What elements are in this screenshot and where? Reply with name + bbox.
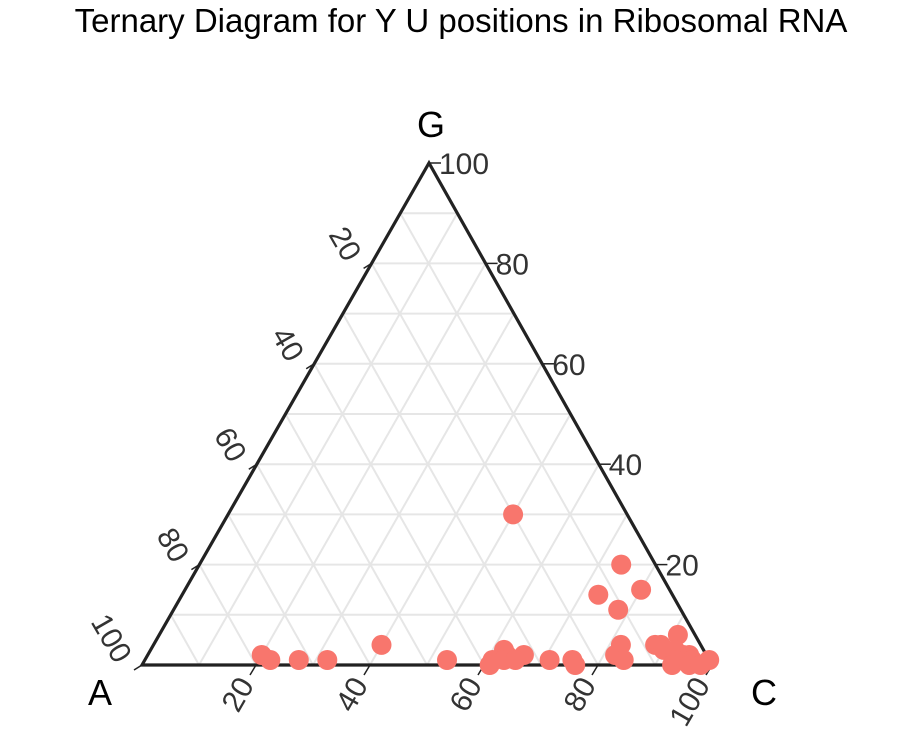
gridline-a-60 xyxy=(255,463,371,666)
tick-label-c-20: 20 xyxy=(216,672,261,717)
data-point-33 xyxy=(565,655,586,675)
tick-marks xyxy=(133,162,713,676)
data-point-32 xyxy=(479,655,500,675)
data-point-25 xyxy=(505,650,526,670)
vertex-label-left: A xyxy=(88,672,112,713)
gridline-a-10 xyxy=(399,212,656,666)
data-point-7 xyxy=(371,634,392,655)
tick-a-80 xyxy=(191,563,200,571)
gridline-c-50 xyxy=(426,413,572,666)
data-point-22 xyxy=(437,650,457,670)
data-point-26 xyxy=(539,650,560,670)
tick-label-a-60: 60 xyxy=(207,422,252,467)
tick-label-c-100: 100 xyxy=(663,672,717,732)
tick-label-g-40: 40 xyxy=(609,449,642,482)
tick-c-20 xyxy=(249,664,257,676)
gridline-a-90 xyxy=(169,614,200,666)
data-point-36 xyxy=(690,655,711,675)
tick-c-80 xyxy=(591,664,599,676)
tick-label-g-80: 80 xyxy=(496,248,529,281)
page-title: Ternary Diagram for Y U positions in Rib… xyxy=(74,2,848,39)
gridline-c-60 xyxy=(483,463,600,666)
data-point-20 xyxy=(288,650,309,670)
triangle-outline xyxy=(139,159,715,667)
data-point-0 xyxy=(503,504,524,525)
grid xyxy=(169,212,685,666)
tick-label-g-100: 100 xyxy=(439,148,489,181)
data-point-21 xyxy=(317,650,338,670)
tick-label-a-40: 40 xyxy=(265,322,310,367)
data-point-1 xyxy=(611,554,632,575)
gridline-c-10 xyxy=(198,212,459,666)
tick-a-60 xyxy=(248,463,258,470)
gridline-c-30 xyxy=(312,313,515,666)
data-point-5 xyxy=(667,624,688,645)
data-point-2 xyxy=(631,579,652,600)
gridline-c-70 xyxy=(540,513,628,666)
tick-label-c-60: 60 xyxy=(444,672,489,717)
gridline-a-30 xyxy=(342,313,542,666)
tick-label-a-100: 100 xyxy=(84,609,138,669)
data-point-19 xyxy=(260,650,281,670)
vertex-label-top: G xyxy=(417,104,445,145)
gridline-a-70 xyxy=(227,513,314,666)
data-point-34 xyxy=(662,655,683,675)
tick-label-g-60: 60 xyxy=(552,349,585,382)
tick-a-20 xyxy=(363,262,372,270)
tick-label-c-40: 40 xyxy=(330,672,375,717)
gridline-a-80 xyxy=(198,564,257,666)
tick-label-a-80: 80 xyxy=(150,523,195,568)
tick-a-100 xyxy=(133,664,143,671)
tick-a-40 xyxy=(305,363,315,370)
tick-c-40 xyxy=(363,664,371,676)
data-points xyxy=(251,504,720,675)
vertex-label-right: C xyxy=(751,672,777,713)
data-point-4 xyxy=(608,599,629,620)
gridline-a-50 xyxy=(284,413,428,666)
tick-label-c-80: 80 xyxy=(558,672,603,717)
tick-label-g-20: 20 xyxy=(665,550,698,583)
data-point-28 xyxy=(613,650,634,670)
tick-label-a-20: 20 xyxy=(322,221,367,266)
data-point-3 xyxy=(588,584,609,605)
